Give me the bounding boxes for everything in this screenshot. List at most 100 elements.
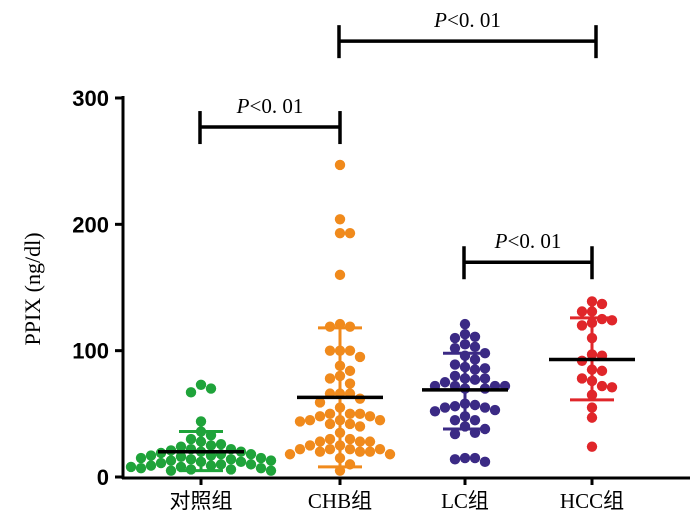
significance-label: P<0. 01 <box>236 94 304 118</box>
data-point <box>165 455 177 466</box>
data-point <box>439 377 451 388</box>
data-point <box>469 374 481 385</box>
data-point <box>586 402 598 413</box>
x-tick-label: LC组 <box>441 489 489 513</box>
data-point <box>469 414 481 426</box>
data-point <box>324 408 336 420</box>
data-point <box>145 460 157 471</box>
data-point <box>344 345 356 356</box>
data-point <box>354 351 366 363</box>
data-point <box>195 416 207 427</box>
data-point <box>175 441 187 452</box>
data-point <box>324 345 336 356</box>
data-point <box>205 383 217 394</box>
x-tick-label: CHB组 <box>308 489 372 513</box>
data-point <box>374 414 386 426</box>
data-point <box>334 214 346 225</box>
data-point <box>576 306 588 317</box>
data-point <box>469 331 481 342</box>
data-point <box>596 380 608 392</box>
data-point <box>344 378 356 389</box>
data-point <box>304 414 316 426</box>
data-point <box>449 359 461 370</box>
y-tick-label: 0 <box>97 465 109 490</box>
x-tick-label: 对照组 <box>170 489 233 513</box>
data-point <box>165 465 177 476</box>
data-point <box>374 444 386 455</box>
axes <box>121 96 690 480</box>
data-point <box>245 459 257 470</box>
significance-label: P<0. 01 <box>433 8 501 32</box>
data-point <box>384 449 396 460</box>
data-point <box>344 418 356 430</box>
data-point <box>284 449 296 460</box>
mean-sd-lines <box>158 316 635 473</box>
data-point <box>354 408 366 420</box>
data-point <box>155 457 167 469</box>
y-tick-label: 200 <box>72 212 109 237</box>
data-point <box>344 433 356 445</box>
y-axis-label: PPIX (ng/dl) <box>20 232 45 345</box>
data-point <box>125 461 137 473</box>
data-point <box>314 446 326 457</box>
data-point <box>135 462 147 474</box>
data-point <box>265 455 277 466</box>
data-point <box>459 452 471 464</box>
data-points <box>125 159 618 476</box>
data-point <box>364 411 376 422</box>
data-point <box>205 460 217 471</box>
data-point <box>135 452 147 464</box>
data-point <box>576 320 588 331</box>
data-point <box>479 456 491 468</box>
data-point <box>449 332 461 344</box>
data-point <box>334 269 346 281</box>
data-point <box>469 364 481 375</box>
data-point <box>185 454 197 465</box>
data-point <box>344 365 356 377</box>
data-point <box>489 404 501 416</box>
data-point <box>469 354 481 365</box>
x-ticks: 对照组 CHB组 LC组 HCC组 <box>170 478 624 513</box>
data-point <box>459 339 471 350</box>
data-point <box>314 397 326 408</box>
data-point <box>576 373 588 384</box>
data-point <box>354 446 366 457</box>
data-point <box>344 227 356 239</box>
data-point <box>449 370 461 382</box>
data-point <box>324 373 336 384</box>
data-point <box>265 465 277 476</box>
data-point <box>235 456 247 468</box>
data-point <box>449 342 461 354</box>
data-point <box>255 452 267 464</box>
data-point <box>449 428 461 440</box>
data-point <box>586 412 598 423</box>
data-point <box>459 318 471 330</box>
y-tick-label: 300 <box>72 86 109 111</box>
significance-brackets: P<0. 01 P<0. 01 P<0. 01 <box>198 8 598 280</box>
data-point <box>225 464 237 475</box>
data-point <box>195 379 207 390</box>
data-point <box>586 306 598 317</box>
data-point <box>479 402 491 413</box>
data-point <box>324 418 336 430</box>
data-point <box>469 399 481 411</box>
data-point <box>479 373 491 384</box>
significance-label: P<0. 01 <box>494 229 562 253</box>
data-point <box>334 159 346 171</box>
y-tick-label: 100 <box>72 339 109 364</box>
x-tick-label: HCC组 <box>560 489 624 513</box>
data-point <box>294 416 306 427</box>
data-point <box>334 227 346 239</box>
data-point <box>185 433 197 445</box>
data-point <box>185 387 197 398</box>
data-point <box>255 462 267 474</box>
data-point <box>586 441 598 452</box>
data-point <box>469 452 481 464</box>
data-point <box>364 446 376 457</box>
y-ticks: 0 100 200 300 <box>72 86 123 490</box>
data-point <box>449 414 461 426</box>
data-point <box>429 406 441 417</box>
data-point <box>596 298 608 310</box>
data-point <box>479 363 491 374</box>
data-point <box>215 438 227 450</box>
